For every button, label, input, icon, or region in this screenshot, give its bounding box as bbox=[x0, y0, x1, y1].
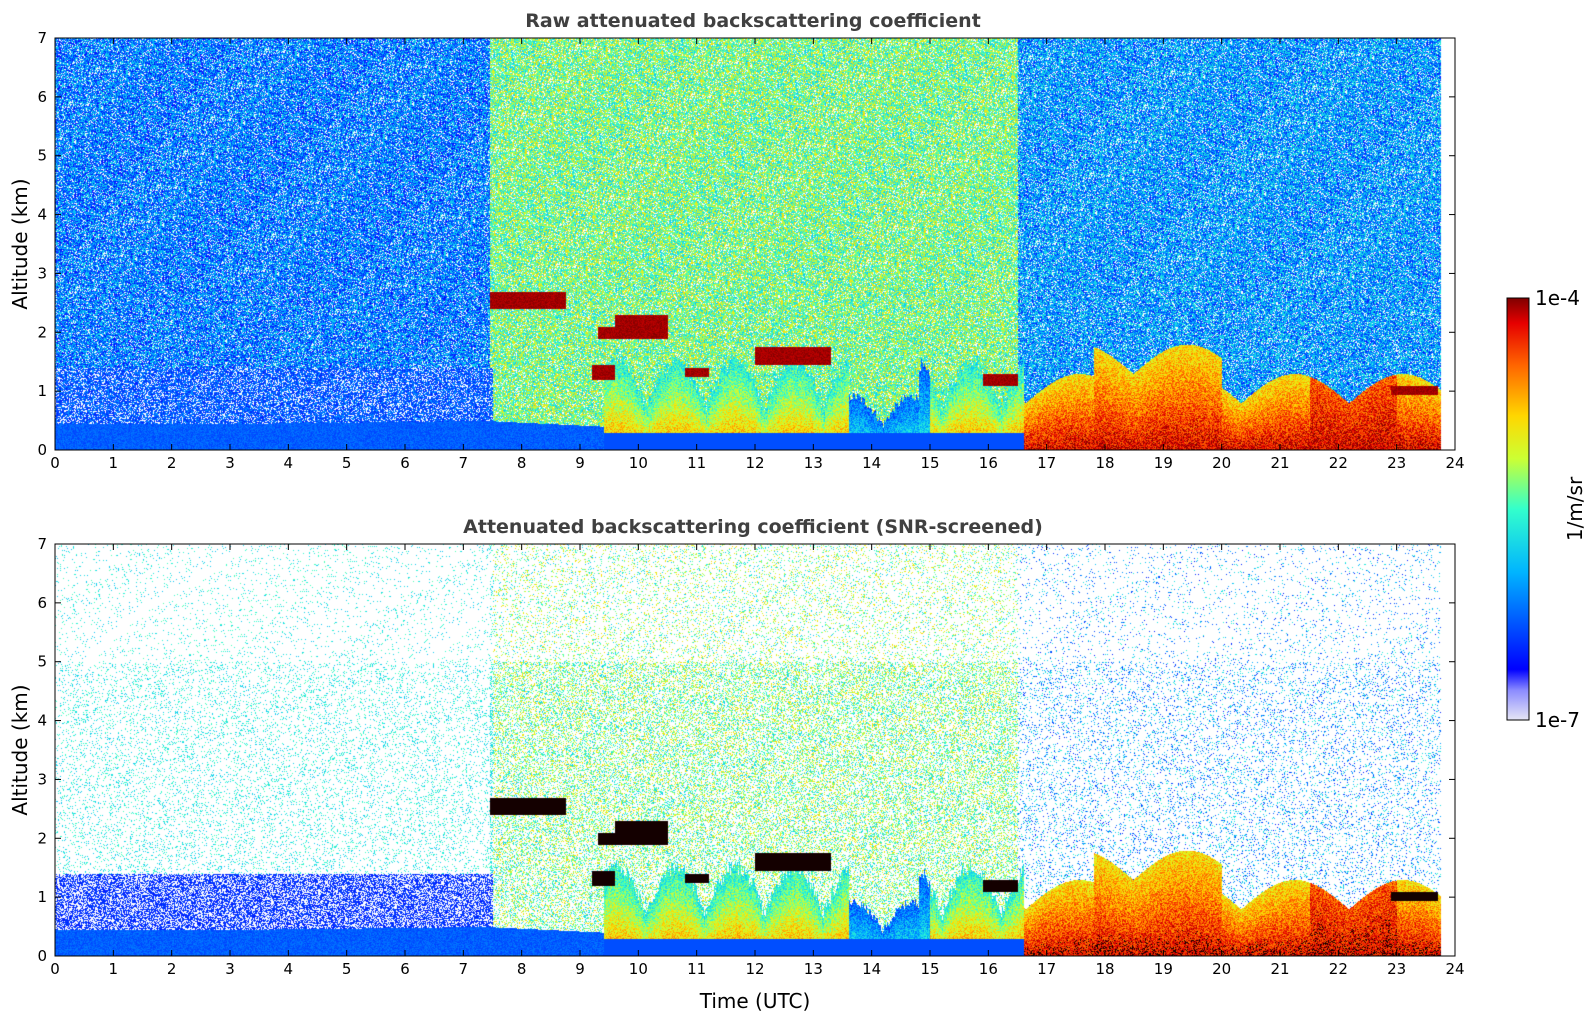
x-tick-label: 10 bbox=[629, 454, 648, 472]
y-tick-label: 2 bbox=[37, 829, 47, 847]
x-tick-label: 11 bbox=[687, 454, 706, 472]
y-tick-label: 7 bbox=[37, 535, 47, 553]
x-tick-label: 23 bbox=[1387, 454, 1406, 472]
y-tick-label: 5 bbox=[37, 653, 47, 671]
panel-screened: Attenuated backscattering coefficient (S… bbox=[8, 516, 1465, 1013]
chart-title: Attenuated backscattering coefficient (S… bbox=[463, 516, 1043, 538]
x-tick-label: 15 bbox=[920, 960, 939, 978]
x-tick-label: 17 bbox=[1037, 960, 1056, 978]
y-axis-label: Altitude (km) bbox=[8, 178, 32, 309]
x-tick-label: 23 bbox=[1387, 960, 1406, 978]
y-tick-label: 4 bbox=[37, 206, 47, 224]
colorbar-gradient bbox=[1506, 297, 1530, 721]
colorbar-max-label: 1e-4 bbox=[1535, 286, 1580, 310]
x-tick-label: 14 bbox=[862, 960, 881, 978]
x-tick-label: 2 bbox=[167, 454, 177, 472]
x-tick-label: 1 bbox=[109, 454, 119, 472]
x-tick-label: 24 bbox=[1445, 960, 1464, 978]
x-tick-label: 4 bbox=[284, 454, 294, 472]
y-tick-label: 3 bbox=[37, 264, 47, 282]
x-tick-label: 3 bbox=[225, 960, 235, 978]
x-tick-label: 11 bbox=[687, 960, 706, 978]
x-tick-label: 19 bbox=[1154, 454, 1173, 472]
x-tick-label: 22 bbox=[1329, 960, 1348, 978]
y-tick-label: 6 bbox=[37, 88, 47, 106]
x-tick-label: 7 bbox=[459, 454, 469, 472]
y-tick-label: 4 bbox=[37, 712, 47, 730]
x-tick-label: 0 bbox=[50, 454, 60, 472]
x-tick-label: 15 bbox=[920, 454, 939, 472]
x-tick-label: 6 bbox=[400, 454, 410, 472]
x-tick-label: 18 bbox=[1095, 454, 1114, 472]
panel-raw: Raw attenuated backscattering coefficien… bbox=[8, 10, 1465, 472]
y-tick-label: 7 bbox=[37, 29, 47, 47]
y-tick-label: 0 bbox=[37, 441, 47, 459]
x-tick-label: 5 bbox=[342, 960, 352, 978]
x-tick-label: 19 bbox=[1154, 960, 1173, 978]
x-axis-label: Time (UTC) bbox=[699, 989, 811, 1013]
x-tick-label: 6 bbox=[400, 960, 410, 978]
x-tick-label: 21 bbox=[1270, 454, 1289, 472]
x-tick-label: 14 bbox=[862, 454, 881, 472]
axis-ticks: 0 1 2 3 4 5 6 7 8 9 10 11 12 13 14 15 16 17 18 19 20 21 22 23 24… bbox=[37, 29, 1464, 472]
x-tick-label: 9 bbox=[575, 454, 585, 472]
y-tick-label: 3 bbox=[37, 770, 47, 788]
x-tick-label: 9 bbox=[575, 960, 585, 978]
x-tick-label: 17 bbox=[1037, 454, 1056, 472]
x-tick-label: 4 bbox=[284, 960, 294, 978]
y-tick-label: 0 bbox=[37, 947, 47, 965]
x-tick-label: 18 bbox=[1095, 960, 1114, 978]
y-tick-label: 6 bbox=[37, 594, 47, 612]
x-tick-label: 0 bbox=[50, 960, 60, 978]
heatmap-raw bbox=[55, 38, 1455, 450]
x-tick-label: 5 bbox=[342, 454, 352, 472]
x-tick-label: 7 bbox=[459, 960, 469, 978]
x-tick-label: 2 bbox=[167, 960, 177, 978]
x-tick-label: 20 bbox=[1212, 960, 1231, 978]
x-tick-label: 10 bbox=[629, 960, 648, 978]
axis-ticks: 0 1 2 3 4 5 6 7 8 9 10 11 12 13 14 15 16 17 18 19 20 21 22 23 24… bbox=[37, 535, 1464, 978]
y-tick-label: 2 bbox=[37, 323, 47, 341]
x-tick-label: 24 bbox=[1445, 454, 1464, 472]
x-tick-label: 21 bbox=[1270, 960, 1289, 978]
x-tick-label: 16 bbox=[979, 454, 998, 472]
y-axis-label: Altitude (km) bbox=[8, 684, 32, 815]
heatmap-screened bbox=[55, 544, 1455, 956]
x-tick-label: 12 bbox=[745, 454, 764, 472]
y-tick-label: 1 bbox=[37, 382, 47, 400]
x-tick-label: 1 bbox=[109, 960, 119, 978]
chart-title: Raw attenuated backscattering coefficien… bbox=[525, 10, 981, 32]
x-tick-label: 3 bbox=[225, 454, 235, 472]
y-tick-label: 1 bbox=[37, 888, 47, 906]
colorbar-min-label: 1e-7 bbox=[1535, 708, 1580, 732]
colorbar-unit-label: 1/m/sr bbox=[1563, 476, 1587, 541]
y-tick-label: 5 bbox=[37, 147, 47, 165]
x-tick-label: 16 bbox=[979, 960, 998, 978]
x-tick-label: 8 bbox=[517, 454, 527, 472]
x-tick-label: 13 bbox=[804, 960, 823, 978]
x-tick-label: 12 bbox=[745, 960, 764, 978]
x-tick-label: 22 bbox=[1329, 454, 1348, 472]
colorbar: 1e-4 1e-7 1/m/sr bbox=[1506, 286, 1587, 732]
x-tick-label: 20 bbox=[1212, 454, 1231, 472]
x-tick-label: 13 bbox=[804, 454, 823, 472]
x-tick-label: 8 bbox=[517, 960, 527, 978]
